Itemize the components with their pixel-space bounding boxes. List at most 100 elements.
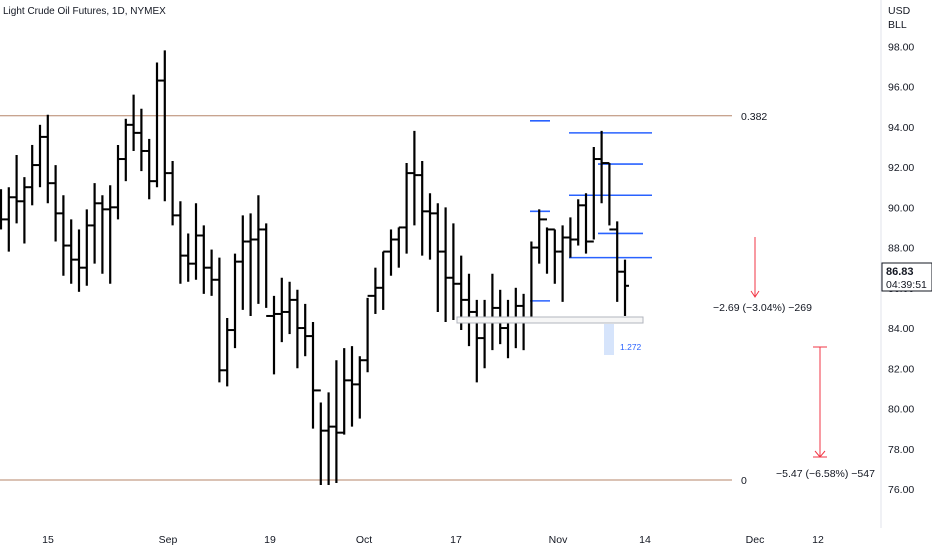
unit-label: BLL xyxy=(888,19,907,31)
x-tick-label: Sep xyxy=(159,534,178,546)
ohlc-bar xyxy=(51,165,60,242)
ohlc-bar xyxy=(355,356,364,419)
ohlc-bar xyxy=(472,299,481,383)
y-tick-label: 78.00 xyxy=(888,444,914,456)
ohlc-bar xyxy=(231,253,239,349)
ohlc-bar xyxy=(465,273,473,347)
ohlc-bar xyxy=(504,299,512,359)
ohlc-bar xyxy=(192,203,200,280)
x-tick-label: 19 xyxy=(264,534,276,546)
x-tick-label: Dec xyxy=(746,534,765,546)
extension-box[interactable] xyxy=(604,324,614,355)
ohlc-bar xyxy=(488,273,497,351)
ohlc-bar xyxy=(262,223,271,317)
ohlc-bar xyxy=(543,218,551,274)
fib-level-label: 0.382 xyxy=(741,111,767,123)
y-tick-label: 80.00 xyxy=(888,404,914,416)
ohlc-bar xyxy=(20,177,29,244)
currency-label: USD xyxy=(888,5,911,17)
ohlc-bar xyxy=(270,295,278,375)
y-tick-label: 94.00 xyxy=(888,122,914,134)
y-tick-label: 84.00 xyxy=(888,323,914,335)
time-axis[interactable]: 15 Sep 19 Oct 17 Nov 14 Dec 12 xyxy=(42,534,824,546)
ohlc-bar xyxy=(613,221,622,302)
x-tick-label: 14 xyxy=(639,534,651,546)
countdown: 04:39:51 xyxy=(886,279,927,291)
ohlc-bar xyxy=(621,259,629,316)
ohlc-bar xyxy=(12,155,21,224)
ohlc-bar xyxy=(114,144,122,220)
ohlc-bar xyxy=(28,144,37,206)
ohlc-bar xyxy=(59,195,68,276)
ohlc-bar xyxy=(254,195,263,304)
ohlc-bar xyxy=(394,226,403,268)
ohlc-bar xyxy=(90,183,99,264)
ohlc-bar xyxy=(277,277,286,343)
y-tick-label: 76.00 xyxy=(888,484,914,496)
ohlc-bar xyxy=(207,249,216,296)
ohlc-bar xyxy=(558,225,567,302)
ohlc-bar xyxy=(348,346,356,427)
ohlc-bar xyxy=(387,229,395,276)
fib-levels[interactable]: 0.382 0 xyxy=(0,111,767,487)
fib-level-label: 0 xyxy=(741,475,747,487)
measure-arrow-2[interactable] xyxy=(813,346,827,458)
ohlc-bar xyxy=(215,257,224,383)
ohlc-bar xyxy=(332,360,341,483)
last-price: 86.83 xyxy=(886,266,914,278)
ohlc-bar xyxy=(293,289,302,369)
level-lines[interactable] xyxy=(530,120,652,302)
ohlc-bar xyxy=(67,219,76,284)
ohlc-bar xyxy=(550,228,559,284)
ohlc-bar xyxy=(43,114,52,204)
chart-title: Light Crude Oil Futures, 1D, NYMEX xyxy=(3,6,166,17)
x-tick-label: 17 xyxy=(450,534,462,546)
ohlc-bar xyxy=(316,389,325,485)
ohlc-bar xyxy=(527,241,536,324)
ohlc-bar xyxy=(605,162,614,231)
ohlc-bar xyxy=(75,229,83,292)
ohlc-bar xyxy=(106,185,115,284)
ohlc-bar xyxy=(324,392,333,485)
ohlc-bar xyxy=(449,223,458,320)
ohlc-bar xyxy=(433,203,442,312)
ohlc-bar xyxy=(582,193,590,254)
ohlc-bar xyxy=(371,267,380,314)
ohlc-bar xyxy=(238,215,247,310)
ohlc-bar xyxy=(426,193,434,260)
ohlc-bar xyxy=(4,187,13,252)
ohlc-bar xyxy=(223,317,232,387)
ohlc-bar xyxy=(402,163,411,254)
ohlc-bar xyxy=(246,213,255,316)
y-tick-label: 82.00 xyxy=(888,363,914,375)
measure-label-1: −2.69 (−3.04%) −269 xyxy=(713,302,812,314)
ohlc-bar xyxy=(82,209,91,286)
ohlc-bar xyxy=(535,209,544,264)
range-box[interactable] xyxy=(456,316,644,324)
y-tick-label: 92.00 xyxy=(888,162,914,174)
y-tick-label: 96.00 xyxy=(888,82,914,94)
last-price-marker: 86.83 04:39:51 xyxy=(881,262,932,292)
measure-arrow-1[interactable] xyxy=(750,237,760,298)
ohlc-bar xyxy=(168,161,177,226)
ohlc-bar xyxy=(379,250,388,310)
ohlc-bar xyxy=(480,299,489,369)
extension-label: 1.272 xyxy=(620,342,642,352)
ohlc-bar xyxy=(309,322,317,429)
ohlc-bar xyxy=(410,130,419,226)
ohlc-bar xyxy=(418,161,427,256)
ohlc-bar xyxy=(363,294,372,373)
ohlc-bar xyxy=(597,130,606,204)
ohlc-bar xyxy=(137,108,146,172)
ohlc-bar xyxy=(36,124,44,188)
ohlc-bar xyxy=(285,281,294,335)
ohlc-bar xyxy=(340,348,349,435)
ohlc-bar xyxy=(199,225,208,294)
ohlc-bar xyxy=(121,118,130,182)
ohlc-bar xyxy=(566,217,575,258)
ohlc-bar xyxy=(145,138,154,200)
ohlc-bar xyxy=(176,201,185,284)
ohlc-bars xyxy=(0,50,629,485)
ohlc-bar xyxy=(301,303,310,357)
